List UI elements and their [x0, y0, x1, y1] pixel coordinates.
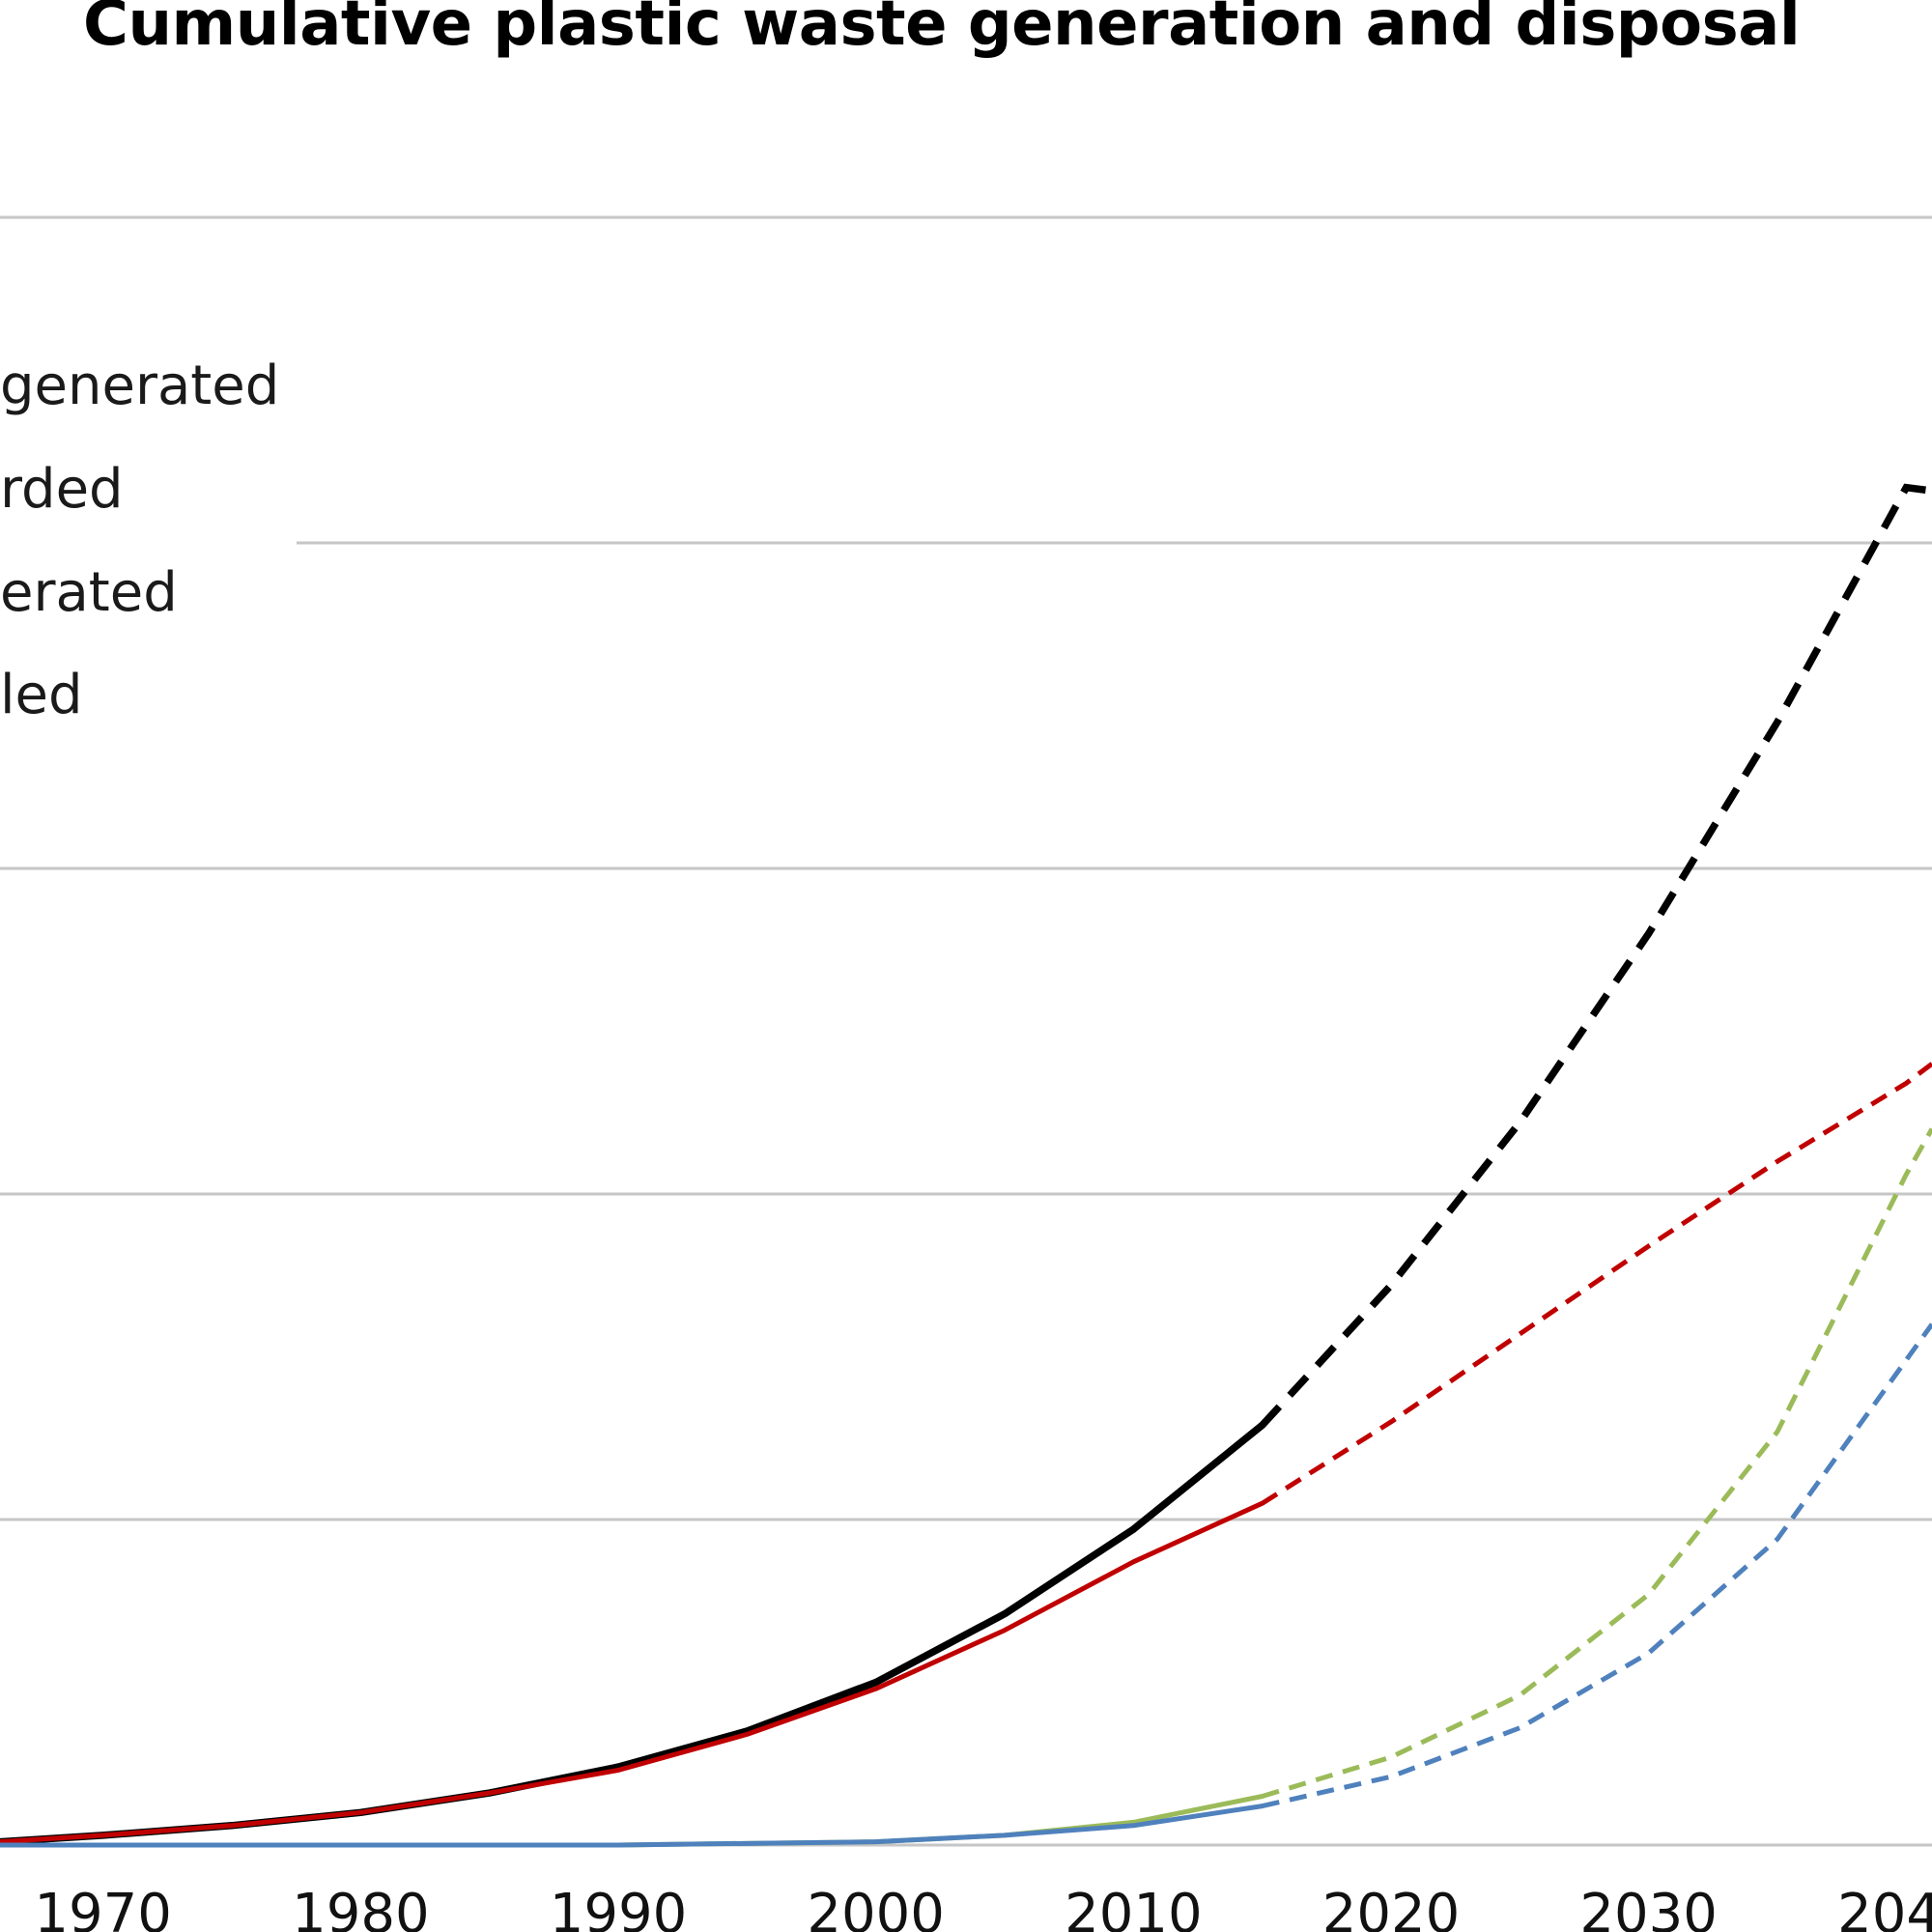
legend-item-generated: generated: [0, 355, 279, 417]
x-tick-label: 2010: [1065, 1883, 1203, 1932]
legend-item-erated: erated: [0, 561, 178, 624]
x-axis-ticks: 1970 1980 1990 2000 2010 2020 2030 2040: [34, 1883, 1932, 1932]
series-line-erated-historical: [0, 1794, 1265, 1848]
series-line-generated-projection: [1259, 483, 1932, 1428]
legend: generated rded erated led: [0, 355, 279, 726]
x-tick-label: 2020: [1322, 1883, 1461, 1932]
series-line-generated-historical: [0, 1421, 1266, 1846]
legend-item-led: led: [0, 664, 83, 726]
series-line-erated-projection: [1261, 1127, 1932, 1799]
series-layer: [0, 483, 1932, 1848]
series-line-rded-historical: [0, 1500, 1265, 1845]
legend-item-rded: rded: [0, 458, 124, 521]
x-tick-label: 2000: [807, 1883, 945, 1932]
series-line-led-historical: [0, 1804, 1265, 1848]
x-tick-label: 1970: [34, 1883, 172, 1932]
x-tick-label: 2040: [1837, 1883, 1932, 1932]
x-tick-label: 1980: [292, 1883, 430, 1932]
chart-title: Cumulative plastic waste generation and …: [83, 0, 1801, 60]
series-line-led-projection: [1262, 1322, 1932, 1809]
x-tick-label: 1990: [550, 1883, 688, 1932]
x-tick-label: 2030: [1579, 1883, 1718, 1932]
series-line-rded-projection: [1261, 1062, 1932, 1506]
